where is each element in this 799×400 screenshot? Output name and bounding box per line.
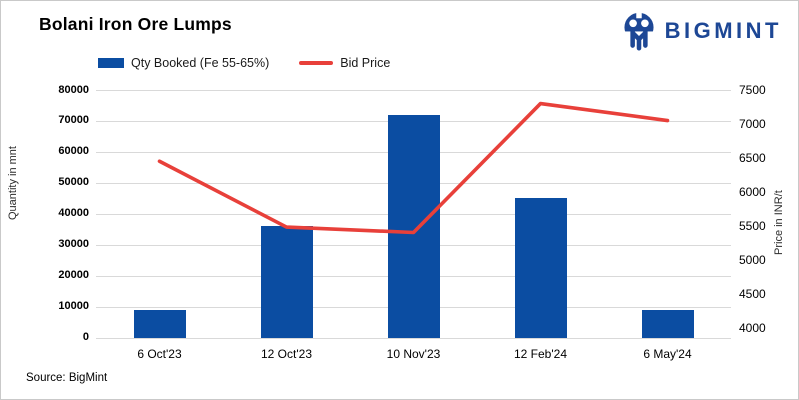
left-axis-tick-label: 70000 [58,114,89,127]
bigmint-logo: BIGMINT [619,9,782,53]
x-axis-tick-label: 6 May'24 [643,346,692,361]
gridline [96,90,731,91]
bar-qty-booked [387,114,440,338]
right-axis-tick-label: 5000 [739,252,766,267]
left-axis-tick-label: 80000 [58,83,89,96]
right-axis-tick-label: 7000 [739,116,766,131]
right-axis-tick-label: 7500 [739,83,766,97]
legend-item: Bid Price [299,56,390,70]
left-axis-tick-label: 20000 [58,269,89,282]
bar-qty-booked [641,309,694,338]
source-note: Source: BigMint [26,372,108,384]
bar-qty-booked [514,198,567,338]
bar-qty-booked [260,226,313,338]
left-axis-tick-label: 10000 [58,300,89,313]
right-axis-tick-label: 6000 [739,184,766,199]
legend-bar-swatch [98,58,124,68]
left-axis-tick-label: 50000 [58,176,89,189]
right-axis-tick-label: 4500 [739,286,766,301]
bigmint-logo-text: BIGMINT [664,18,782,43]
x-axis-tick-label: 10 Nov'23 [386,346,441,361]
x-axis-tick-label: 12 Oct'23 [261,346,312,361]
x-axis-tick-label: 12 Feb'24 [514,346,567,361]
left-axis-tick-label: 60000 [58,145,89,158]
right-axis-tick-label: 4000 [739,320,766,335]
x-axis-tick-label: 6 Oct'23 [137,346,182,361]
chart-legend: Qty Booked (Fe 55-65%) Bid Price [98,56,390,70]
page-title: Bolani Iron Ore Lumps [39,14,232,34]
right-axis-tick-label: 6500 [739,150,766,165]
right-axis-tick-label: 5500 [739,218,766,233]
bigmint-logo-icon [623,11,655,51]
legend-label: Bid Price [340,56,391,70]
left-axis-tick-label: 0 [82,331,89,343]
left-axis-tick-label: 30000 [58,238,89,251]
legend-line-swatch [299,61,334,65]
gridline [96,337,731,339]
legend-label: Qty Booked (Fe 55-65%) [131,56,270,70]
left-axis-tick-label: 40000 [58,207,89,220]
bar-qty-booked [133,309,186,338]
legend-item: Qty Booked (Fe 55-65%) [98,56,269,70]
